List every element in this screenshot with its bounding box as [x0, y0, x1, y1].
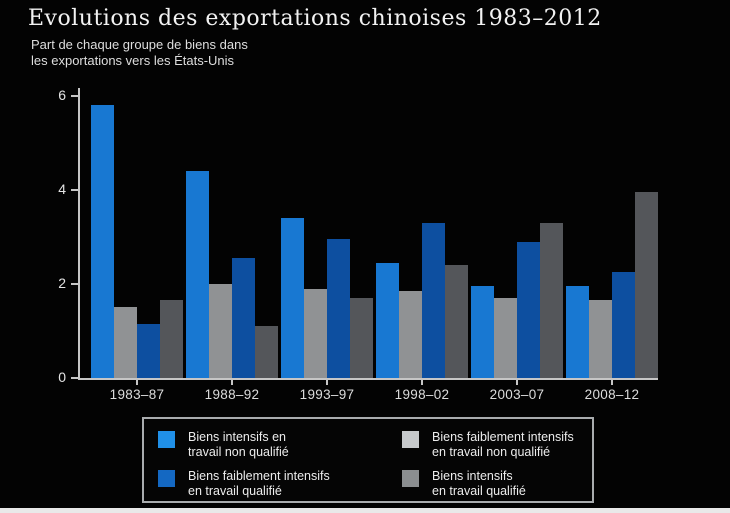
legend-item: Biens intensifs en travail qualifié: [402, 469, 574, 499]
legend-item: Biens faiblement intensifs en travail qua…: [158, 469, 402, 499]
x-tick: [516, 379, 518, 385]
bar: [232, 258, 255, 378]
x-tick: [611, 379, 613, 385]
x-tick: [231, 379, 233, 385]
bar: [91, 105, 114, 378]
y-tick-label: 6: [58, 87, 66, 103]
x-tick: [136, 379, 138, 385]
legend-swatch: [402, 431, 419, 448]
x-tick: [326, 379, 328, 385]
bar: [376, 263, 399, 378]
legend-label: Biens faiblement intensifs en travail non…: [432, 430, 574, 459]
bar: [160, 300, 183, 378]
legend-swatch: [158, 470, 175, 487]
bar: [422, 223, 445, 378]
chart-subtitle: Part de chaque groupe de biens dans les …: [31, 37, 248, 69]
y-tick-label: 4: [58, 181, 66, 197]
y-tick: [71, 377, 78, 379]
bar: [281, 218, 304, 378]
legend-label: Biens faiblement intensifs en travail qua…: [188, 469, 330, 498]
bar: [445, 265, 468, 378]
y-tick: [71, 283, 78, 285]
legend-swatch: [158, 431, 175, 448]
bar: [399, 291, 422, 378]
chart-title: Evolutions des exportations chinoises 19…: [28, 6, 602, 31]
x-category-label: 1993–97: [299, 387, 355, 402]
legend-label: Biens intensifs en travail non qualifié: [188, 430, 289, 459]
legend-columns: Biens intensifs en travail non qualifié Bi…: [144, 419, 592, 499]
y-tick: [71, 95, 78, 97]
y-axis-line: [78, 88, 80, 379]
legend-item: Biens intensifs en travail non qualifié: [158, 430, 402, 460]
x-axis-line: [78, 378, 658, 380]
legend-label: Biens intensifs en travail qualifié: [432, 469, 526, 498]
chart-subtitle-line2: les exportations vers les États-Unis: [31, 53, 235, 68]
bar: [517, 242, 540, 378]
x-tick: [421, 379, 423, 385]
bar: [255, 326, 278, 378]
bar: [540, 223, 563, 378]
bar: [612, 272, 635, 378]
legend-column: Biens intensifs en travail non qualifié Bi…: [158, 430, 402, 499]
x-category-label: 2008–12: [584, 387, 640, 402]
plot-area: 0 2 4 6 1983–87 1988–92 1993–97 1998–02 2003–07…: [58, 87, 658, 402]
bar: [566, 286, 589, 378]
legend-column: Biens faiblement intensifs en travail non…: [402, 430, 574, 499]
x-category-label: 2003–07: [489, 387, 545, 402]
bar: [589, 300, 612, 378]
x-category-label: 1998–02: [394, 387, 450, 402]
x-category-label: 1988–92: [204, 387, 260, 402]
y-tick-label: 2: [58, 275, 66, 291]
y-tick-label: 0: [58, 369, 66, 385]
bar: [304, 289, 327, 378]
legend: Biens intensifs en travail non qualifié Bi…: [142, 417, 594, 503]
bar: [350, 298, 373, 378]
bar: [327, 239, 350, 378]
legend-item: Biens faiblement intensifs en travail non…: [402, 430, 574, 460]
bar: [137, 324, 160, 378]
bar: [186, 171, 209, 378]
chart-subtitle-line1: Part de chaque groupe de biens dans: [31, 37, 248, 52]
bar: [209, 284, 232, 378]
bar: [635, 192, 658, 378]
bar: [471, 286, 494, 378]
bottom-edge-strip: [0, 508, 730, 513]
y-tick: [71, 189, 78, 191]
bar: [494, 298, 517, 378]
bar: [114, 307, 137, 378]
legend-swatch: [402, 470, 419, 487]
x-category-label: 1983–87: [109, 387, 165, 402]
